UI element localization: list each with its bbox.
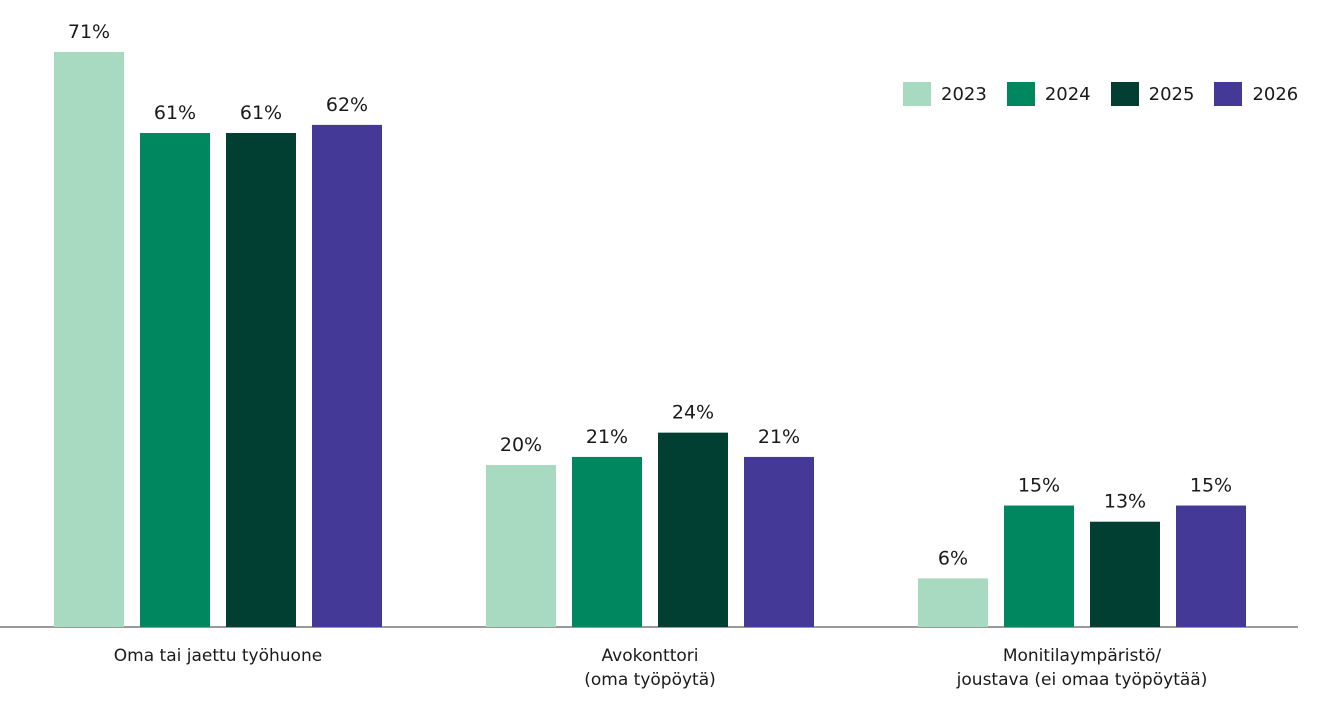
bar-2023-cat0 <box>54 52 124 627</box>
bar-2024-cat1 <box>572 456 642 627</box>
bar-2026-cat0 <box>312 124 382 627</box>
data-label-2026-cat2: 15% <box>1190 475 1232 497</box>
legend-swatch-2024 <box>1006 82 1035 106</box>
legend: 2023 2024 2025 2026 <box>903 82 1318 106</box>
category-label-1: Avokonttori (oma työpöytä) <box>584 646 716 690</box>
bar-2024-cat0 <box>140 132 210 628</box>
legend-item-2026: 2026 <box>1214 82 1298 106</box>
category-label-2: Monitilaympäristö/joustava (ei omaa työp… <box>956 646 1208 690</box>
category-label-line-1-0: Avokonttori <box>602 646 699 666</box>
data-label-2023-cat1: 20% <box>500 434 542 456</box>
legend-label-2023: 2023 <box>941 83 987 105</box>
legend-swatch-2026 <box>1214 82 1243 106</box>
legend-item-2024: 2024 <box>1006 82 1091 106</box>
data-label-2025-cat1: 24% <box>672 402 714 424</box>
legend-label-2026: 2026 <box>1252 83 1299 105</box>
bar-2025-cat0 <box>226 132 296 628</box>
data-label-2026-cat0: 62% <box>326 94 368 116</box>
legend-item-2023: 2023 <box>903 82 987 106</box>
data-label-2025-cat0: 61% <box>240 102 282 124</box>
category-label-line-2-0: Monitilaympäristö/ <box>1003 646 1162 666</box>
data-label-2024-cat0: 61% <box>154 102 196 124</box>
data-label-2024-cat1: 21% <box>586 426 628 448</box>
bar-2024-cat2 <box>1004 505 1074 627</box>
data-label-2025-cat2: 13% <box>1104 491 1146 513</box>
category-label-line-1-1: (oma työpöytä) <box>584 670 716 690</box>
legend-label-2025: 2025 <box>1148 83 1195 105</box>
bar-2023-cat1 <box>486 465 556 627</box>
bar-2026-cat2 <box>1176 505 1246 627</box>
bar-2026-cat1 <box>744 456 814 627</box>
category-label-line-0-0: Oma tai jaettu työhuone <box>114 646 322 666</box>
legend-label-2024: 2024 <box>1044 83 1091 105</box>
data-label-2026-cat1: 21% <box>758 426 800 448</box>
bar-2025-cat2 <box>1090 521 1160 627</box>
legend-swatch-2023 <box>903 82 931 106</box>
data-label-2023-cat2: 6% <box>938 547 968 569</box>
bar-2023-cat2 <box>918 578 988 627</box>
bar-2025-cat1 <box>658 432 728 627</box>
category-label-0: Oma tai jaettu työhuone <box>114 646 322 666</box>
data-label-2023-cat0: 71% <box>68 21 110 43</box>
legend-item-2025: 2025 <box>1110 82 1195 106</box>
data-label-2024-cat2: 15% <box>1018 475 1060 497</box>
category-label-line-2-1: joustava (ei omaa työpöytää) <box>956 670 1208 690</box>
legend-swatch-2025 <box>1110 82 1139 106</box>
